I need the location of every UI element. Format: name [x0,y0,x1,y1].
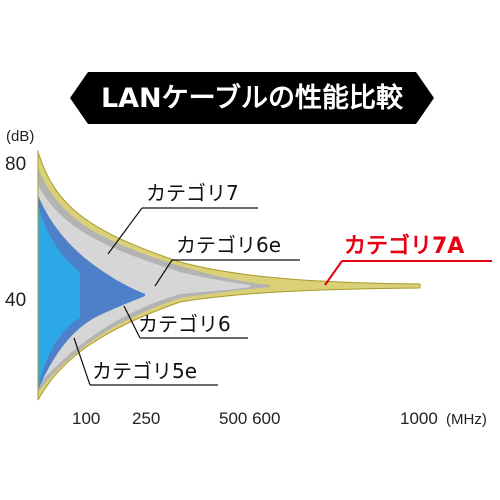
callout-line-cat7a [324,260,343,286]
series-area-cat6e [38,185,250,385]
y-axis-label: (dB) [6,128,34,145]
title-banner-bg [70,72,434,124]
x-axis-label: (MHz) [446,411,487,428]
x-tick-1000: 1000 [400,409,438,428]
callout-line-cat6 [123,305,141,339]
y-tick-40: 40 [5,290,26,311]
y-tick-80: 80 [5,154,26,175]
callout-line-cat5e [73,337,91,386]
x-tick-250: 250 [132,409,160,428]
title-banner: LANケーブルの性能比較 [70,72,434,124]
plot-area [37,150,421,401]
callout-label-cat7a: カテゴリ7A [344,233,464,259]
callout-line-cat6e [154,259,173,287]
x-tick-500-600: 500 600 [219,409,280,428]
callout-label-cat5e: カテゴリ5e [92,359,197,383]
callout-label-cat6e: カテゴリ6e [176,233,281,257]
callout-label-cat6: カテゴリ6 [138,312,231,336]
chart-title: LANケーブルの性能比較 [101,82,404,114]
series-area-cat5e [38,205,80,390]
callout-label-cat7: カテゴリ7 [146,181,239,205]
callout-lines [73,207,492,386]
series-area-cat7a [37,151,421,401]
x-tick-100: 100 [72,409,100,428]
callout-line-cat7 [107,207,143,255]
series-area-cat6 [38,195,145,390]
